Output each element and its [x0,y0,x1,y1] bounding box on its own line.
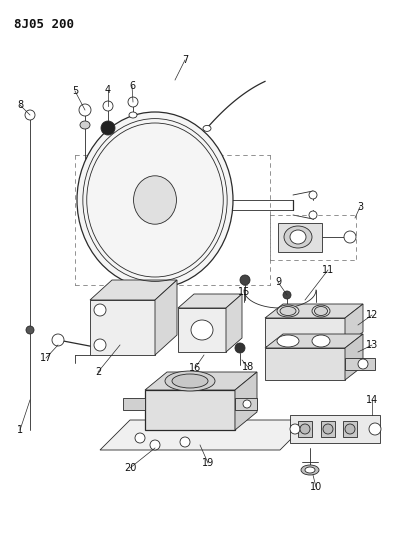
Text: 20: 20 [124,463,136,473]
Ellipse shape [191,320,213,340]
Circle shape [94,339,106,351]
Ellipse shape [314,306,327,316]
Circle shape [25,110,35,120]
Circle shape [180,437,190,447]
Text: 3: 3 [357,202,363,212]
Circle shape [150,440,160,450]
Circle shape [128,97,138,107]
Circle shape [309,211,317,219]
Ellipse shape [290,230,306,244]
Ellipse shape [284,226,312,248]
Circle shape [103,101,113,111]
Text: 2: 2 [95,367,101,377]
Circle shape [101,121,115,135]
Ellipse shape [172,374,208,388]
Polygon shape [100,420,310,450]
Polygon shape [278,223,322,252]
Ellipse shape [203,125,211,132]
Text: 13: 13 [366,340,378,350]
Polygon shape [265,348,345,380]
Polygon shape [235,398,257,410]
Ellipse shape [165,371,215,391]
Polygon shape [145,372,257,390]
Text: 1: 1 [17,425,23,435]
Ellipse shape [129,112,137,118]
Text: 4: 4 [105,85,111,95]
Circle shape [235,343,245,353]
Circle shape [369,423,381,435]
Circle shape [52,334,64,346]
Polygon shape [90,280,177,300]
Circle shape [345,424,355,434]
Ellipse shape [301,465,319,475]
Text: 6: 6 [129,81,135,91]
Polygon shape [290,415,380,443]
Circle shape [135,433,145,443]
Polygon shape [345,304,363,346]
Polygon shape [345,334,363,380]
Text: 17: 17 [40,353,52,363]
Circle shape [94,304,106,316]
Polygon shape [155,280,177,355]
Circle shape [283,291,291,299]
Text: 15: 15 [238,287,250,297]
Polygon shape [321,421,335,437]
Circle shape [323,424,333,434]
Polygon shape [298,421,312,437]
Ellipse shape [312,305,330,317]
Ellipse shape [77,112,233,288]
Polygon shape [345,358,375,370]
Ellipse shape [277,305,299,317]
Polygon shape [226,294,242,352]
Text: 9: 9 [275,277,281,287]
Circle shape [300,424,310,434]
Ellipse shape [280,306,296,316]
Polygon shape [265,334,363,348]
Ellipse shape [312,335,330,347]
Polygon shape [178,294,242,308]
Text: 7: 7 [182,55,188,65]
Text: 18: 18 [242,362,254,372]
Text: 8: 8 [17,100,23,110]
Ellipse shape [277,335,299,347]
Text: 10: 10 [310,482,322,492]
Circle shape [240,275,250,285]
Polygon shape [178,308,226,352]
Circle shape [309,191,317,199]
Polygon shape [145,390,235,430]
Polygon shape [235,372,257,430]
Text: 12: 12 [366,310,378,320]
Text: 8J05 200: 8J05 200 [14,18,74,31]
Circle shape [79,104,91,116]
Circle shape [26,326,34,334]
Circle shape [358,359,368,369]
Circle shape [344,231,356,243]
Polygon shape [343,421,357,437]
Polygon shape [90,300,155,355]
Polygon shape [123,398,145,410]
Circle shape [243,400,251,408]
Polygon shape [265,318,345,346]
Ellipse shape [80,121,90,129]
Text: 11: 11 [322,265,334,275]
Text: 16: 16 [189,363,201,373]
Text: 5: 5 [72,86,78,96]
Text: 19: 19 [202,458,214,468]
Circle shape [290,424,300,434]
Text: 14: 14 [366,395,378,405]
Polygon shape [265,304,363,318]
Ellipse shape [133,176,177,224]
Ellipse shape [305,467,315,473]
